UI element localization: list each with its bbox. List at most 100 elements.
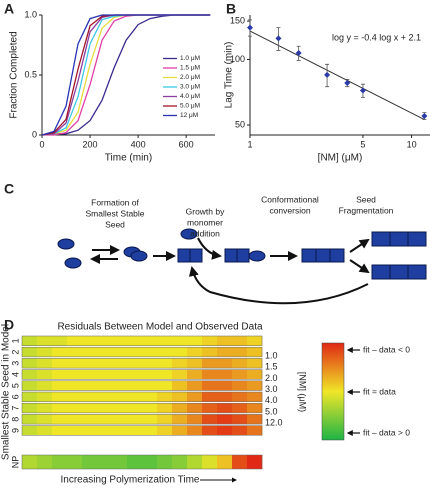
row-border [21, 335, 263, 346]
heat-cell [97, 455, 113, 469]
heat-cell [82, 414, 98, 425]
step-label: monomer [187, 217, 223, 227]
heat-cell [217, 414, 233, 425]
legend-label: 1.5 μM [180, 65, 200, 72]
heat-cell [97, 403, 113, 413]
heat-cell [82, 347, 98, 357]
heat-cell [172, 347, 188, 357]
step-label: Fragmentation [339, 205, 394, 215]
heat-cell [157, 414, 173, 425]
heat-cell [97, 392, 113, 402]
heat-cell [232, 425, 248, 436]
heat-cell [172, 403, 188, 413]
heat-cell [247, 347, 263, 357]
heat-cell [142, 425, 158, 436]
heat-cell [127, 347, 143, 357]
heat-cell [217, 380, 233, 391]
heat-cell [187, 414, 203, 425]
heat-cell [67, 403, 83, 413]
colorbar-label: fit – data < 0 [363, 344, 410, 354]
heat-cell [37, 414, 53, 425]
heat-cell [187, 336, 203, 346]
heat-cell [97, 336, 113, 346]
heat-cell [112, 425, 128, 436]
heat-cell [172, 425, 188, 436]
heat-cell [52, 425, 68, 436]
heat-cell [232, 455, 248, 469]
heat-cell [157, 347, 173, 357]
heat-cell [67, 369, 83, 380]
point [247, 24, 253, 31]
heat-cell [22, 425, 38, 436]
heat-cell [112, 403, 128, 413]
x-tick-label: 200 [83, 139, 98, 149]
x-tick-label: 5 [360, 139, 365, 149]
row-label: 9 [10, 428, 20, 433]
heat-cell [82, 380, 98, 391]
heat-cell [232, 380, 248, 391]
step-label: Seed [105, 219, 125, 229]
concentration-label: 2.0 [265, 373, 278, 383]
row-label: 8 [10, 417, 20, 422]
point [421, 113, 428, 120]
heat-cell [187, 403, 203, 413]
heat-cell [97, 414, 113, 425]
heat-cell [202, 336, 218, 346]
heat-cell [247, 336, 263, 346]
heat-cell [187, 425, 203, 436]
heat-cell [202, 403, 218, 413]
heat-cell [112, 358, 128, 369]
heat-cell [217, 455, 233, 469]
row-label: 4 [10, 372, 20, 377]
step-label: Growth by [186, 206, 225, 216]
concentration-label: 1.5 [265, 362, 278, 372]
step-label: Conformational [261, 194, 319, 204]
heat-cell [82, 403, 98, 413]
heat-cell [187, 455, 203, 469]
heat-cell [172, 358, 188, 369]
heat-cell [142, 455, 158, 469]
row-border [21, 402, 263, 414]
heat-cell [112, 455, 128, 469]
heat-cell [37, 369, 53, 380]
row-border [21, 425, 263, 436]
heat-cell [157, 392, 173, 402]
heat-cell [82, 425, 98, 436]
heat-cell [202, 414, 218, 425]
row-border [21, 346, 263, 358]
heat-cell [52, 369, 68, 380]
heat-cell [22, 336, 38, 346]
heat-cell [67, 414, 83, 425]
heat-cell [187, 347, 203, 357]
x-axis-label: Increasing Polymerization Time [61, 475, 200, 486]
heat-cell [157, 369, 173, 380]
step-label: conversion [269, 205, 310, 215]
heat-cell [112, 369, 128, 380]
heat-cell [37, 403, 53, 413]
heat-cell [142, 392, 158, 402]
heat-cell [52, 392, 68, 402]
heat-cell [217, 403, 233, 413]
y-tick-label: 50 [235, 119, 245, 129]
y-axis-label: Lag Time (min) [224, 42, 235, 109]
heat-cell [247, 380, 263, 391]
heat-cell [247, 425, 263, 436]
heat-cell [187, 392, 203, 402]
heat-cell [67, 455, 83, 469]
heat-cell [157, 425, 173, 436]
row-label: 5 [10, 383, 20, 388]
heat-cell [142, 347, 158, 357]
heat-cell [127, 369, 143, 380]
heat-cell [142, 403, 158, 413]
heat-cell [142, 414, 158, 425]
heat-cell [37, 392, 53, 402]
step-label: Seed [356, 194, 376, 204]
heat-cell [172, 369, 188, 380]
y-tick-label: 100 [230, 54, 245, 64]
heat-cell [82, 336, 98, 346]
heat-cell [202, 380, 218, 391]
row-border [21, 358, 263, 369]
concentration-label: 1.0 [265, 350, 278, 360]
concentration-label: 12.0 [265, 418, 283, 428]
